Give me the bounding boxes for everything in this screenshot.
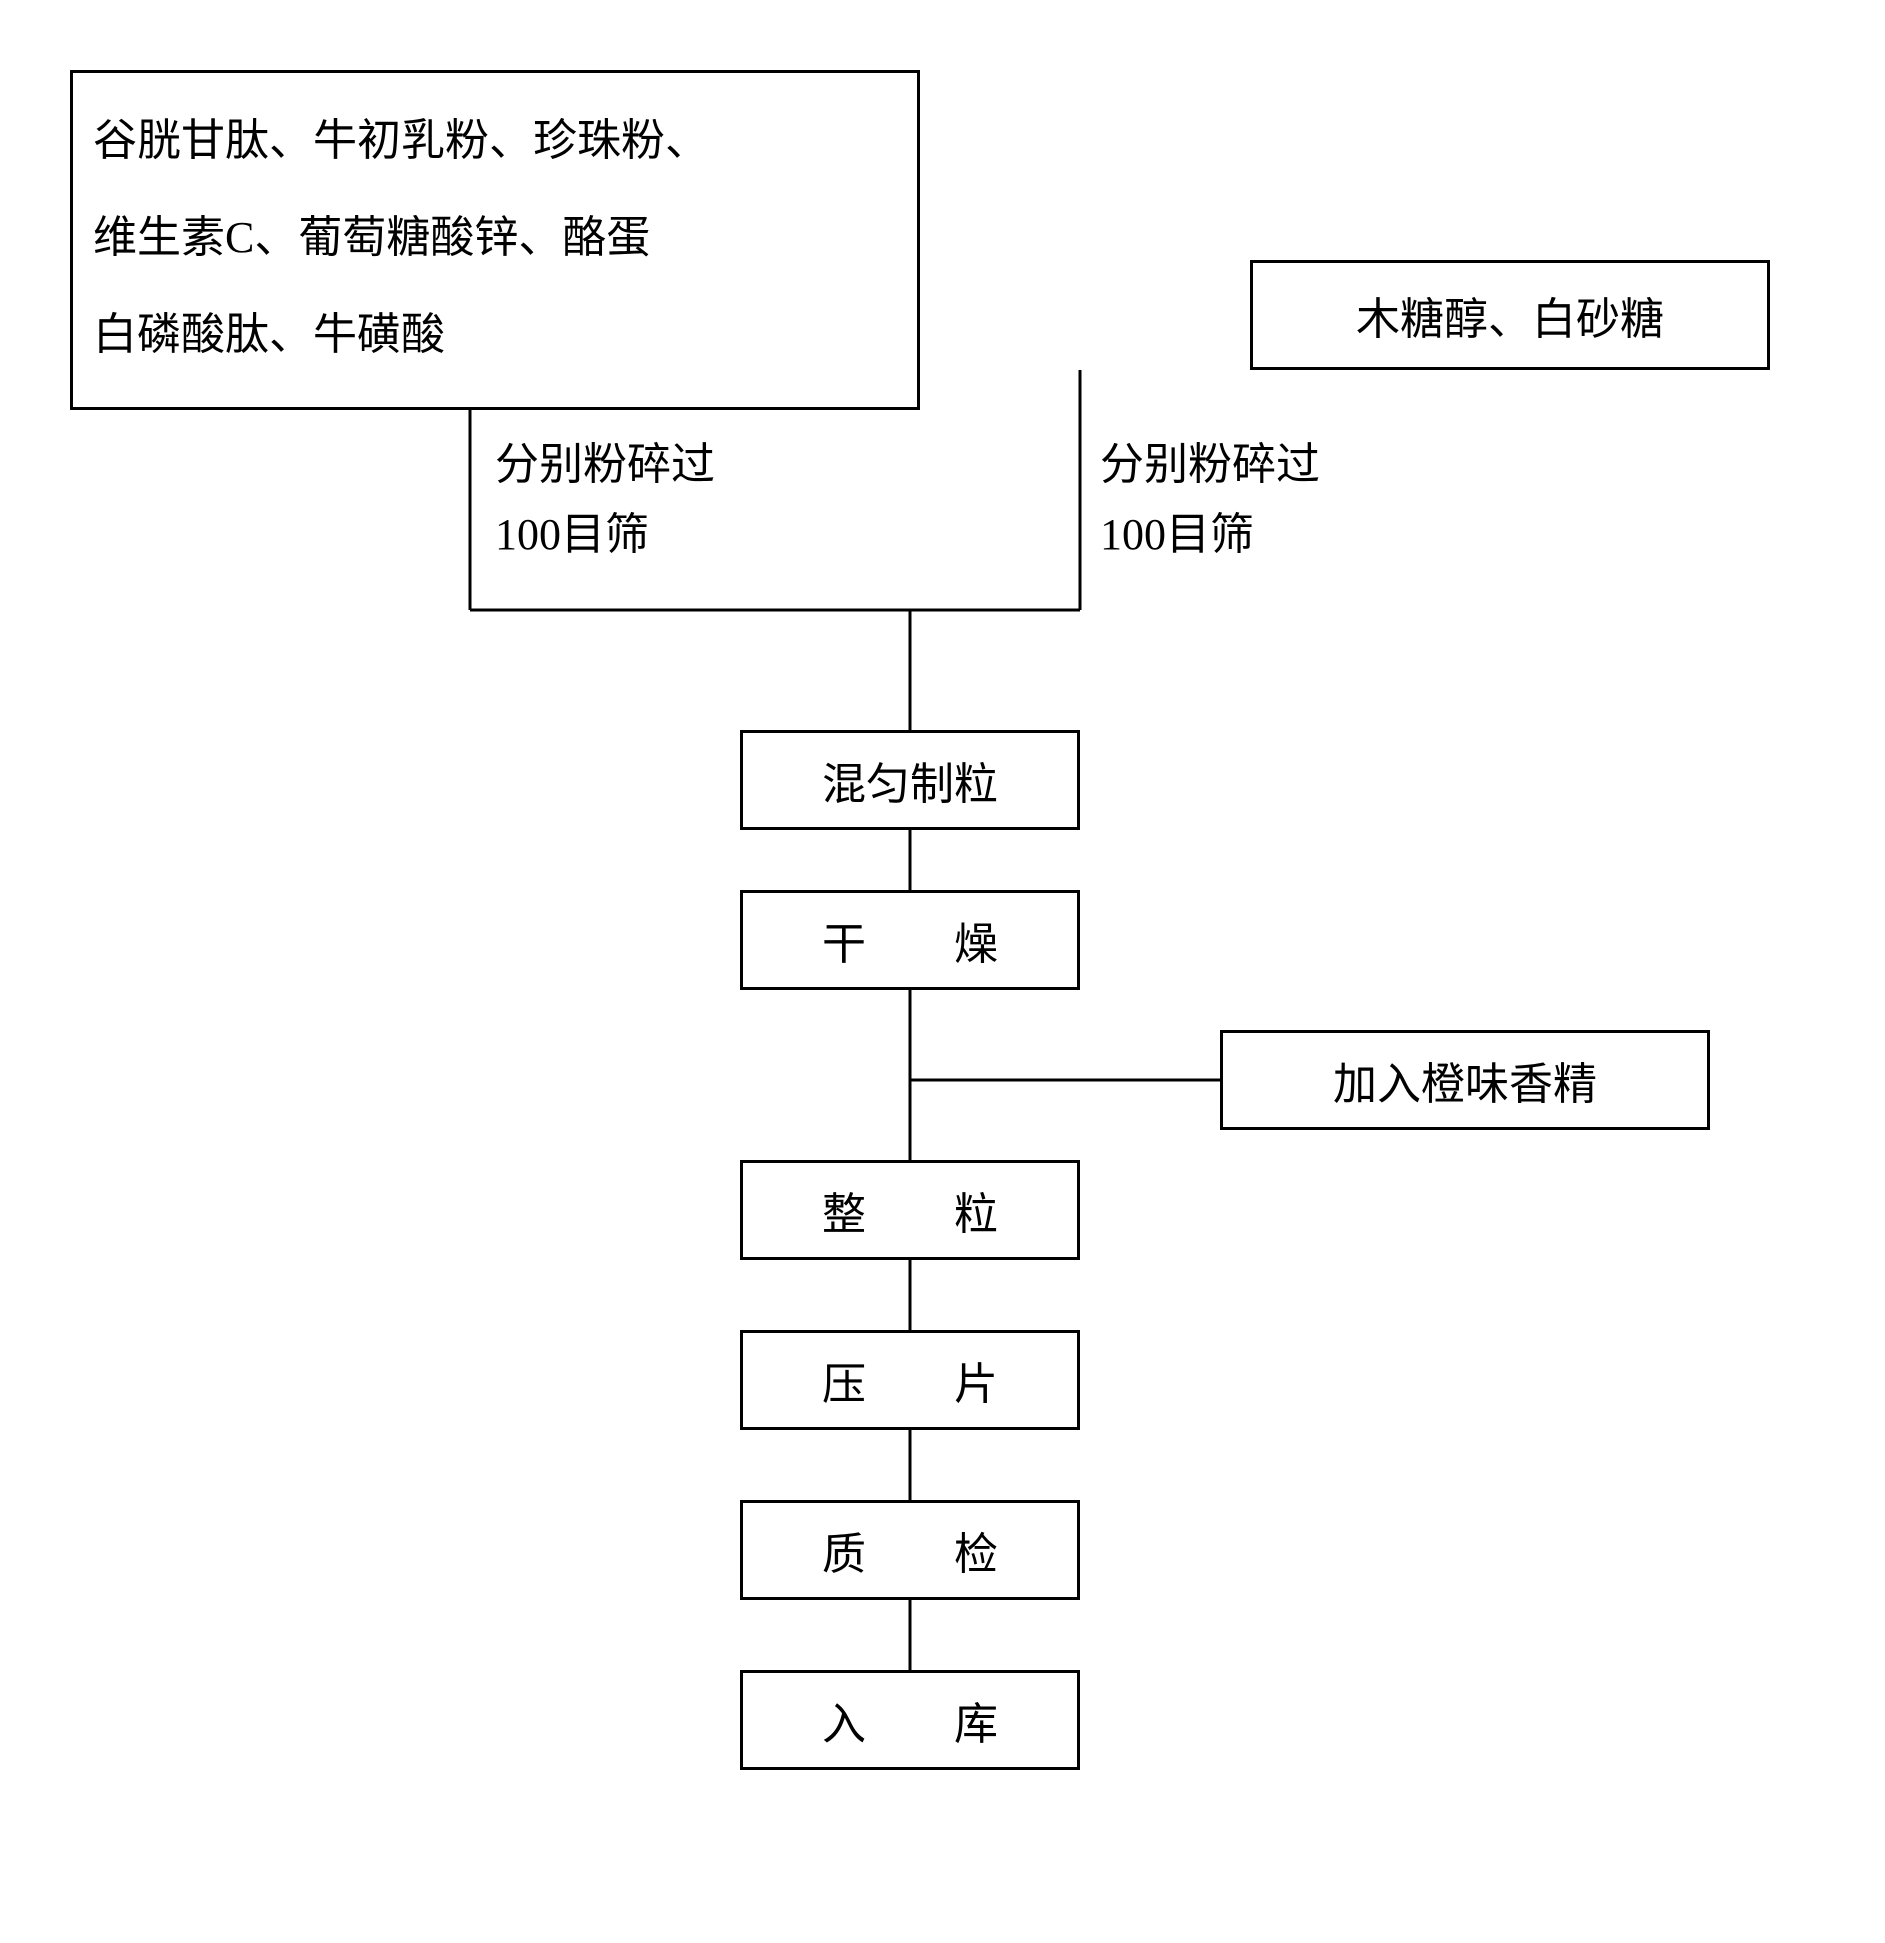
flowchart-container: 谷胱甘肽、牛初乳粉、珍珠粉、 维生素C、葡萄糖酸锌、酪蛋 白磷酸肽、牛磺酸 木糖… [40,40,1845,1863]
flowchart-edges [40,40,1885,1943]
